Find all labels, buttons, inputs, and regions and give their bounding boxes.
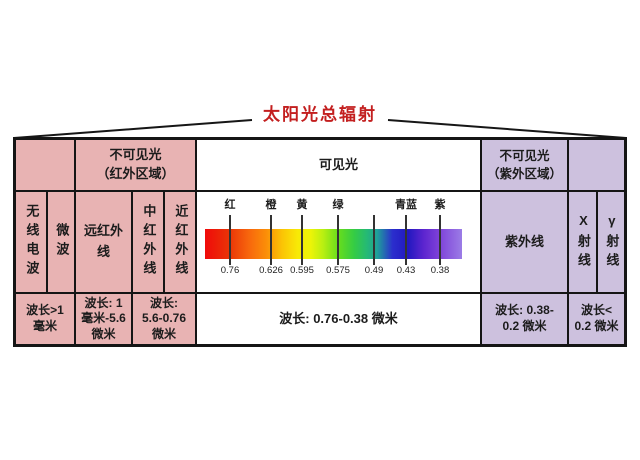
header-visible-light: 可见光 <box>197 140 480 190</box>
wavelength-line: 毫米 <box>32 319 57 333</box>
spectrum-tick <box>301 215 303 265</box>
header-cell-empty-left <box>16 140 74 190</box>
band-mid-infrared: 中红外线 <box>133 192 163 292</box>
visible-spectrum-panel: 红 橙 黄 绿 青蓝 紫 0.76 0.626 0.595 0.575 0.49… <box>197 192 480 292</box>
spectrum-label-cyanblue: 青蓝 <box>395 199 417 211</box>
spectrum-label-orange: 橙 <box>265 199 277 211</box>
spectrum-value-0.49: 0.49 <box>364 265 384 276</box>
band-radio-label: 无线电波 <box>24 204 40 280</box>
spectrum-tick <box>337 215 339 265</box>
wavelength-line: 波长: <box>150 295 178 310</box>
wavelength-xray-gamma: 波长< 0.2 微米 <box>569 294 624 344</box>
wavelength-line: 微米 <box>91 326 116 341</box>
wavelength-line: 0.2 微米 <box>502 319 547 333</box>
wavelength-line: 5.6-0.76 <box>141 311 187 326</box>
wavelength-line: 0.2 微米 <box>574 319 619 333</box>
wavelength-line: 毫米-5.6 <box>81 311 126 326</box>
header-infrared-line1: 不可见光 <box>109 147 162 163</box>
spectrum-value-0.595: 0.595 <box>290 265 314 276</box>
visible-spectrum-color-bar <box>205 229 462 259</box>
wavelength-ultraviolet: 波长: 0.38- 0.2 微米 <box>482 294 567 344</box>
band-far-infrared: 远红外线 <box>76 192 131 292</box>
spectrum-label-violet: 紫 <box>434 199 446 211</box>
spectrum-table: 不可见光 （红外区域） 可见光 不可见光 （紫外区域） 无线电波 微波 远红外线… <box>13 137 627 347</box>
band-gamma-ray: γ射线 <box>598 192 624 292</box>
spectrum-label-green: 绿 <box>332 199 344 211</box>
band-gamma-label: γ射线 <box>604 212 620 272</box>
spectrum-value-0.575: 0.575 <box>326 265 350 276</box>
spectrum-tick <box>229 215 231 265</box>
wavelength-line: 微米 <box>151 326 176 341</box>
band-far-infrared-label: 远红外线 <box>83 223 123 259</box>
band-mid-infrared-label: 中红外线 <box>141 204 157 280</box>
wavelength-line: 波长< <box>580 303 612 318</box>
spectrum-value-0.38: 0.38 <box>430 265 450 276</box>
spectrum-value-0.43: 0.43 <box>396 265 416 276</box>
band-ultraviolet: 紫外线 <box>482 192 567 292</box>
wavelength-visible: 波长: 0.76-0.38 微米 <box>197 294 480 344</box>
spectrum-value-0.626: 0.626 <box>259 265 283 276</box>
wavelength-mid-near-infrared: 波长: 5.6-0.76 微米 <box>133 294 195 344</box>
header-infrared-line2: （红外区域） <box>96 166 175 181</box>
wavelength-line: 波长: 0.38- <box>495 303 554 318</box>
diagram-title: 太阳光总辐射 <box>263 105 377 124</box>
spectrum-value-0.76: 0.76 <box>220 265 240 276</box>
band-xray: X射线 <box>569 192 596 292</box>
spectrum-label-yellow: 黄 <box>296 199 308 211</box>
wavelength-line: 波长: 1 <box>84 295 123 310</box>
band-near-infrared: 近红外线 <box>165 192 195 292</box>
header-cell-empty-right <box>569 140 624 190</box>
wavelength-line: 波长>1 <box>26 303 64 318</box>
header-invisible-infrared: 不可见光 （红外区域） <box>76 140 195 190</box>
band-microwave-label: 微波 <box>54 223 70 261</box>
wavelength-far-infrared: 波长: 1 毫米-5.6 微米 <box>76 294 131 344</box>
spectrum-tick <box>439 215 441 265</box>
header-invisible-ultraviolet: 不可见光 （紫外区域） <box>482 140 567 190</box>
band-xray-label: X射线 <box>575 212 591 272</box>
band-near-infrared-label: 近红外线 <box>173 204 189 280</box>
spectrum-tick <box>405 215 407 265</box>
band-microwave: 微波 <box>48 192 74 292</box>
spectrum-label-red: 红 <box>224 199 236 211</box>
spectrum-tick <box>270 215 272 265</box>
band-radio-waves: 无线电波 <box>16 192 46 292</box>
spectrum-tick <box>373 215 375 265</box>
wavelength-radio-microwave: 波长>1 毫米 <box>16 294 74 344</box>
header-uv-line2: （紫外区域） <box>486 167 562 181</box>
header-uv-line1: 不可见光 <box>499 148 550 163</box>
